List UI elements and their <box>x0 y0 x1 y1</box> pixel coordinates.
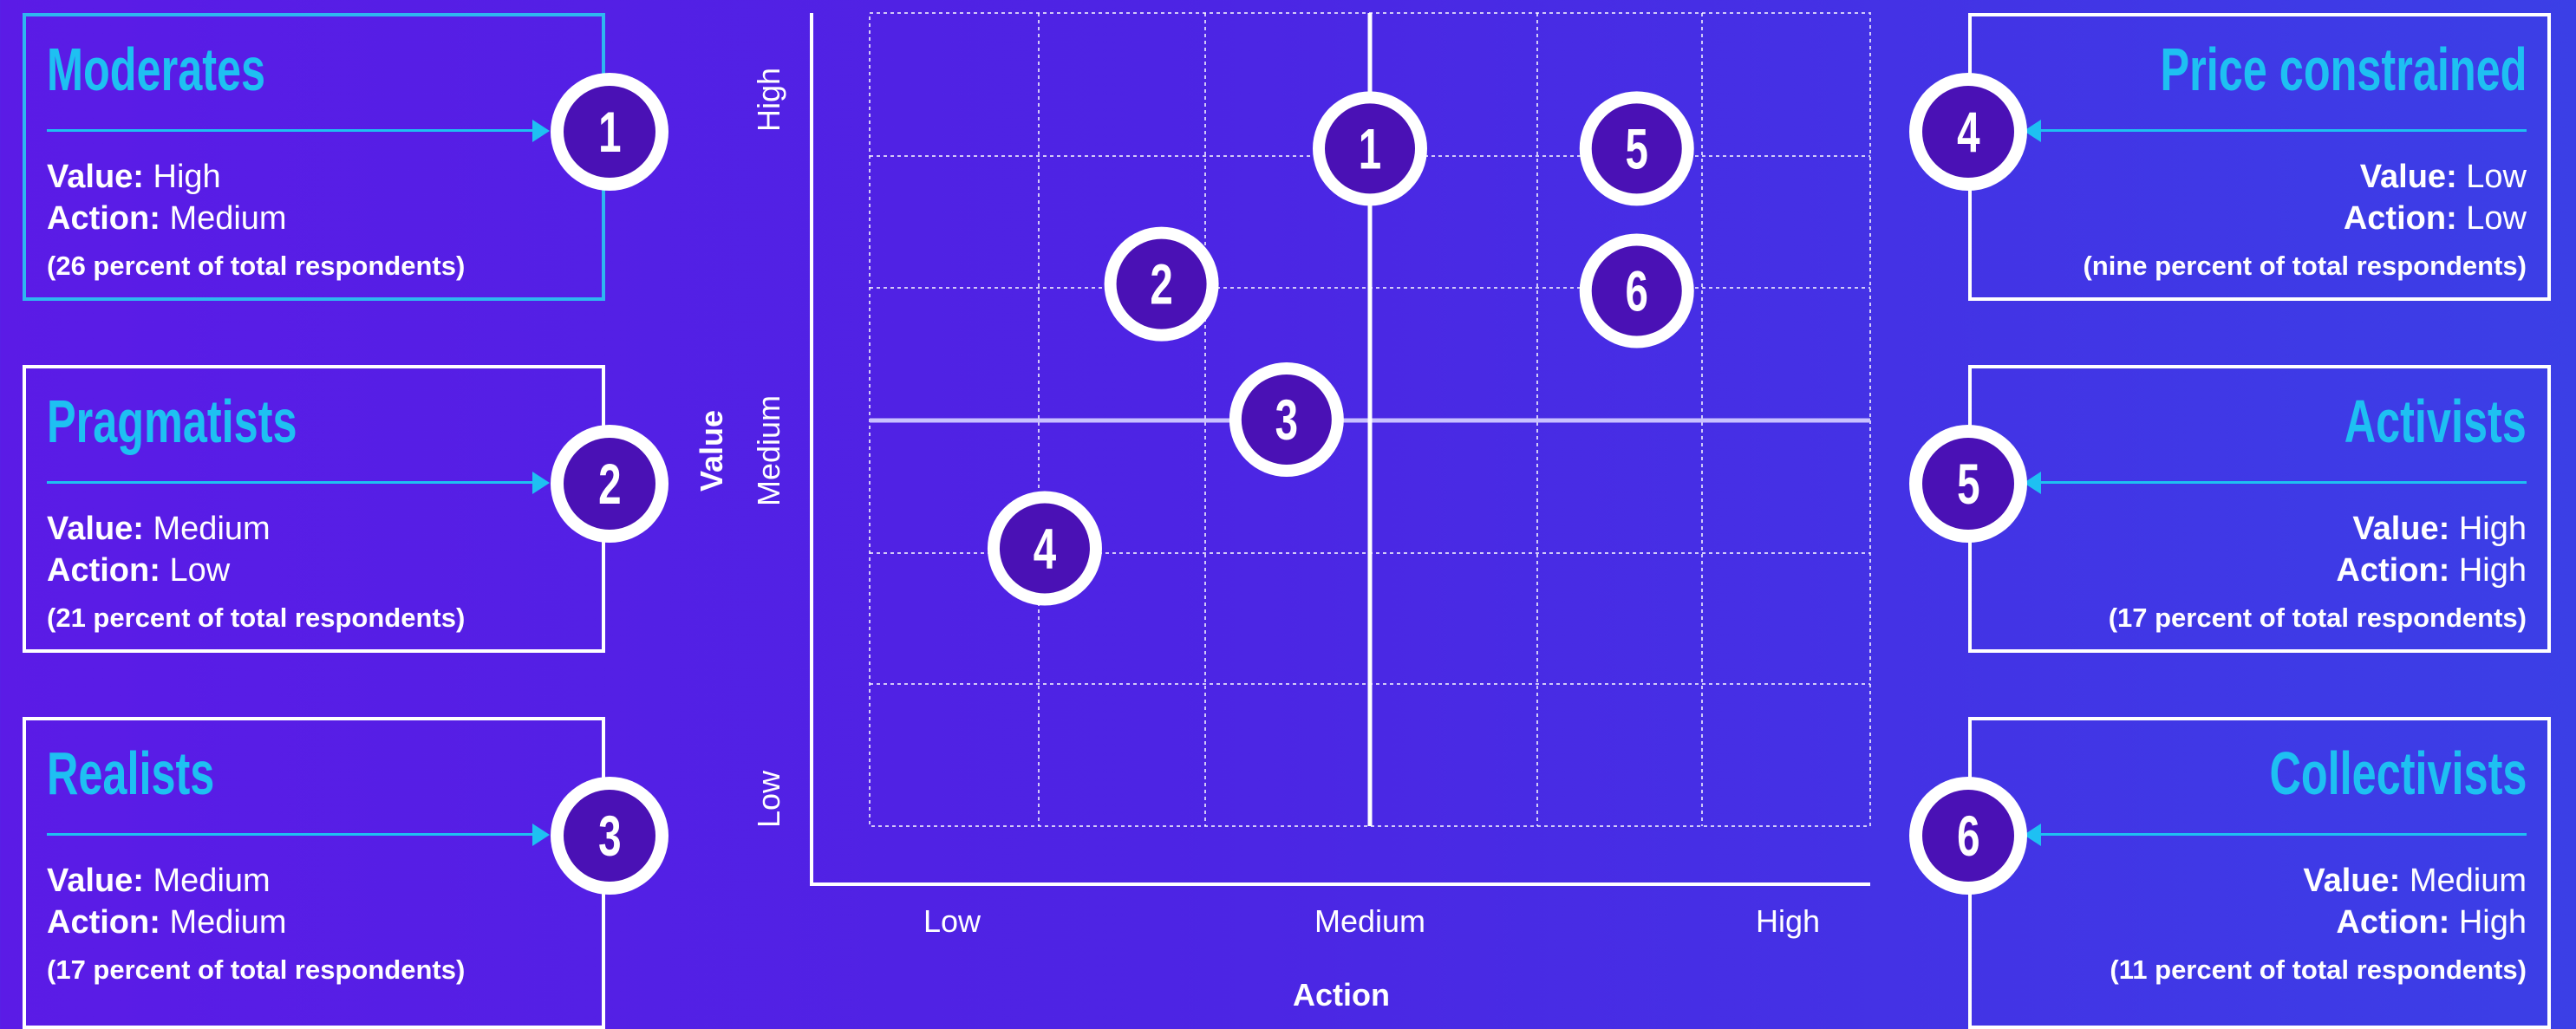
value-action-matrix: Low Medium High Action High Medium Low V… <box>694 13 1870 1008</box>
y-tick-high: High <box>751 68 786 132</box>
segment-badge-3: 3 <box>551 777 668 895</box>
connector-line <box>2041 833 2527 836</box>
segment-title: Collectivists <box>2269 739 2527 807</box>
arrow-icon <box>2024 120 2041 142</box>
share-text: (17 percent of total respondents) <box>47 954 466 985</box>
connector-line <box>47 481 532 484</box>
share-text: (nine percent of total respondents) <box>2083 251 2527 281</box>
segment-card-activists: Activists Value: High Action: High (17 p… <box>1968 365 2551 653</box>
value-row: Value: Medium <box>47 511 271 547</box>
segment-card-pragmatists: Pragmatists Value: Medium Action: Low (2… <box>23 365 605 653</box>
value-row: Value: Medium <box>47 863 271 899</box>
point-label: 1 <box>1359 118 1381 181</box>
x-tick-high: High <box>1756 903 1820 939</box>
axes <box>810 13 1870 886</box>
share-text: (26 percent of total respondents) <box>47 251 466 281</box>
arrow-icon <box>532 472 550 494</box>
action-row: Action: High <box>2336 904 2527 941</box>
chart-point-3: 3 <box>1229 362 1344 477</box>
chart-point-1: 1 <box>1313 91 1427 206</box>
arrow-icon <box>2024 824 2041 846</box>
point-fill <box>1241 374 1332 465</box>
connector-line <box>47 833 532 836</box>
segment-title: Activists <box>2344 388 2527 455</box>
segment-card-moderates: Moderates Value: High Action: Medium (26… <box>23 13 605 301</box>
segment-badge-6: 6 <box>1909 777 2027 895</box>
segment-card-collectivists: Collectivists Value: Medium Action: High… <box>1968 717 2551 1029</box>
point-label: 6 <box>1626 260 1648 323</box>
segment-badge-5: 5 <box>1909 425 2027 543</box>
share-text: (21 percent of total respondents) <box>47 602 466 633</box>
segment-title: Pragmatists <box>47 388 297 455</box>
value-row: Value: Medium <box>2303 863 2527 899</box>
point-fill <box>1325 103 1415 194</box>
chart-point-6: 6 <box>1579 233 1694 348</box>
y-tick-low: Low <box>751 770 786 828</box>
action-row: Action: Medium <box>47 200 287 237</box>
arrow-icon <box>2024 472 2041 494</box>
connector-line <box>2041 129 2527 132</box>
segment-card-price-constrained: Price constrained Value: Low Action: Low… <box>1968 13 2551 301</box>
y-axis-title: Value <box>694 410 729 492</box>
point-label: 5 <box>1626 118 1648 181</box>
segment-badge-4: 4 <box>1909 73 2027 191</box>
chart-point-5: 5 <box>1579 91 1694 206</box>
point-fill <box>1116 238 1207 329</box>
point-fill <box>1591 245 1682 336</box>
point-label: 2 <box>1150 253 1172 316</box>
point-label: 3 <box>1275 388 1298 452</box>
connector-line <box>47 129 532 132</box>
arrow-icon <box>532 120 550 142</box>
x-tick-medium: Medium <box>1314 903 1425 939</box>
point-fill <box>1591 103 1682 194</box>
segment-title: Realists <box>47 739 215 807</box>
chart-point-2: 2 <box>1104 226 1219 342</box>
connector-line <box>2041 481 2527 484</box>
share-text: (17 percent of total respondents) <box>2108 602 2527 633</box>
value-row: Value: High <box>47 159 221 195</box>
segment-card-realists: Realists Value: Medium Action: Medium (1… <box>23 717 605 1029</box>
x-axis-title: Action <box>1293 977 1390 1008</box>
point-label: 4 <box>1034 518 1056 581</box>
action-row: Action: Medium <box>47 904 287 941</box>
segment-title: Moderates <box>47 36 266 103</box>
chart-points: 1 2 3 4 5 6 <box>987 91 1694 606</box>
action-row: Action: Low <box>2343 200 2527 237</box>
action-row: Action: Low <box>47 552 231 589</box>
action-row: Action: High <box>2336 552 2527 589</box>
chart-point-4: 4 <box>987 491 1102 606</box>
share-text: (11 percent of total respondents) <box>2110 954 2527 985</box>
value-row: Value: Low <box>2359 159 2527 195</box>
point-fill <box>999 503 1090 594</box>
segment-title: Price constrained <box>2160 36 2527 103</box>
segment-badge-2: 2 <box>551 425 668 543</box>
y-tick-medium: Medium <box>751 395 786 506</box>
value-row: Value: High <box>2352 511 2527 547</box>
segment-badge-1: 1 <box>551 73 668 191</box>
x-tick-low: Low <box>923 903 981 939</box>
arrow-icon <box>532 824 550 846</box>
